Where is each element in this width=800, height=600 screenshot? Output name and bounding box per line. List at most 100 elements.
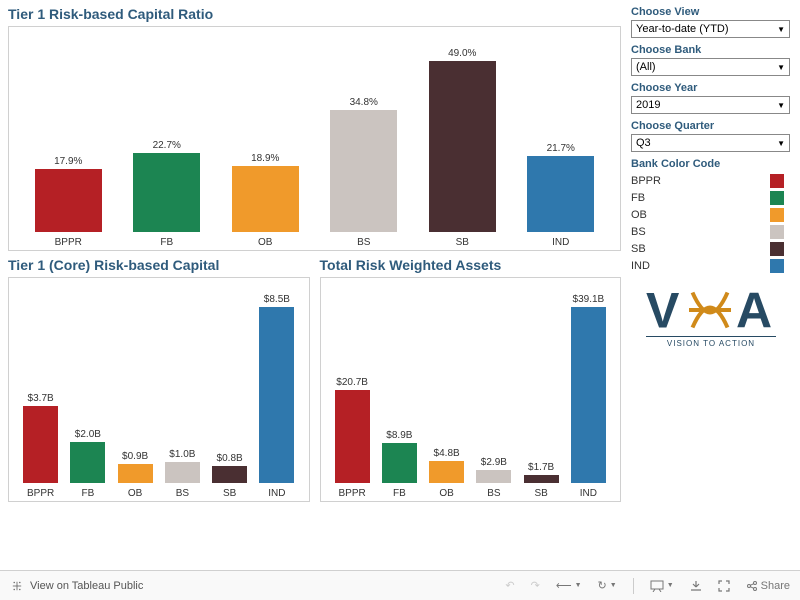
bar: [476, 470, 511, 483]
category-label: IND: [565, 488, 612, 499]
bank-select[interactable]: (All) ▼: [631, 58, 790, 76]
legend-swatch: [770, 191, 784, 205]
quarter-value: Q3: [636, 137, 651, 149]
bar: [571, 307, 606, 483]
download-icon[interactable]: [690, 580, 702, 592]
legend-label: BPPR: [631, 175, 661, 187]
separator: [633, 578, 634, 594]
bar-value-label: 34.8%: [350, 97, 378, 108]
legend-label: OB: [631, 209, 647, 221]
bar-IND: $8.5B: [253, 282, 300, 483]
chevron-down-icon: ▼: [777, 101, 785, 110]
bar-BS: $1.0B: [159, 282, 206, 483]
bar: [212, 466, 247, 483]
bar: [118, 464, 153, 483]
legend-item-BPPR: BPPR: [631, 174, 790, 188]
bar: [429, 61, 496, 233]
quarter-label: Choose Quarter: [631, 120, 790, 132]
quarter-select[interactable]: Q3 ▼: [631, 134, 790, 152]
chart1-title: Tier 1 Risk-based Capital Ratio: [8, 6, 621, 22]
chart1: 17.9%22.7%18.9%34.8%49.0%21.7% BPPRFBOBB…: [8, 26, 621, 251]
bar-value-label: $2.9B: [481, 457, 507, 468]
bar-value-label: $1.7B: [528, 462, 554, 473]
bar-value-label: 22.7%: [153, 140, 181, 151]
legend-swatch: [770, 208, 784, 222]
legend-label: BS: [631, 226, 646, 238]
bar-OB: $0.9B: [112, 282, 159, 483]
category-label: OB: [112, 488, 159, 499]
chevron-down-icon: ▼: [777, 63, 785, 72]
bar-value-label: $0.9B: [122, 451, 148, 462]
svg-text:A: A: [736, 285, 772, 339]
legend-item-OB: OB: [631, 208, 790, 222]
chart3-title: Total Risk Weighted Assets: [320, 257, 622, 273]
chart3: $20.7B$8.9B $4.8B $2.9B $1.7B $39.1B BPPRFBO…: [320, 277, 622, 502]
share-label: Share: [761, 580, 790, 592]
redo-icon[interactable]: ↷: [531, 579, 540, 592]
bar-OB: $4.8B: [423, 282, 470, 483]
bar-BS: $2.9B: [470, 282, 517, 483]
legend-item-FB: FB: [631, 191, 790, 205]
bar-value-label: 18.9%: [251, 153, 279, 164]
bar-value-label: $39.1B: [573, 294, 605, 305]
bar: [330, 110, 397, 232]
legend-title: Bank Color Code: [631, 158, 790, 170]
undo-icon[interactable]: ↶: [505, 579, 514, 592]
bar-SB: 49.0%: [413, 31, 512, 232]
fullscreen-icon[interactable]: [718, 580, 730, 592]
bar-SB: $1.7B: [518, 282, 565, 483]
category-label: BS: [315, 237, 414, 248]
category-label: SB: [413, 237, 512, 248]
bar: [527, 156, 594, 232]
refresh-icon[interactable]: ↻ ▼: [598, 579, 617, 592]
bar-value-label: 49.0%: [448, 48, 476, 59]
view-select[interactable]: Year-to-date (YTD) ▼: [631, 20, 790, 38]
bar: [35, 169, 102, 232]
category-label: FB: [376, 488, 423, 499]
footer: View on Tableau Public ↶ ↷ ⟵ ▼ ↻ ▼ ▼ Sha…: [0, 570, 800, 600]
category-label: IND: [512, 237, 611, 248]
bar-BPPR: $20.7B: [329, 282, 376, 483]
bar-IND: $39.1B: [565, 282, 612, 483]
category-label: SB: [518, 488, 565, 499]
bar-BPPR: 17.9%: [19, 31, 118, 232]
chevron-down-icon: ▼: [777, 139, 785, 148]
view-label: Choose View: [631, 6, 790, 18]
legend-swatch: [770, 242, 784, 256]
share-button[interactable]: Share: [746, 580, 790, 592]
category-label: OB: [216, 237, 315, 248]
category-label: SB: [206, 488, 253, 499]
bar: [259, 307, 294, 483]
legend-label: FB: [631, 192, 645, 204]
bar-FB: $8.9B: [376, 282, 423, 483]
legend-swatch: [770, 259, 784, 273]
bar-FB: $2.0B: [64, 282, 111, 483]
category-label: FB: [64, 488, 111, 499]
bar: [382, 443, 417, 483]
legend-swatch: [770, 174, 784, 188]
chart2: $3.7B$2.0B$0.9B$1.0B$0.8B$8.5B BPPRFBOBB…: [8, 277, 310, 502]
bar-value-label: $4.8B: [434, 448, 460, 459]
presentation-icon[interactable]: ▼: [650, 580, 674, 592]
bar: [165, 462, 200, 483]
year-select[interactable]: 2019 ▼: [631, 96, 790, 114]
bar: [23, 406, 58, 483]
category-label: IND: [253, 488, 300, 499]
category-label: BS: [470, 488, 517, 499]
category-label: FB: [118, 237, 217, 248]
bar-value-label: $8.5B: [264, 294, 290, 305]
revert-icon[interactable]: ⟵ ▼: [556, 579, 582, 592]
category-label: BPPR: [329, 488, 376, 499]
category-label: BPPR: [17, 488, 64, 499]
svg-text:V: V: [646, 285, 680, 339]
bar-BS: 34.8%: [315, 31, 414, 232]
bar-value-label: 21.7%: [547, 143, 575, 154]
view-on-tableau-link[interactable]: View on Tableau Public: [10, 579, 143, 593]
legend: BPPRFBOBBSSBIND: [631, 174, 790, 273]
year-value: 2019: [636, 99, 660, 111]
bar-IND: 21.7%: [512, 31, 611, 232]
legend-item-BS: BS: [631, 225, 790, 239]
bar-OB: 18.9%: [216, 31, 315, 232]
category-label: OB: [423, 488, 470, 499]
bar: [524, 475, 559, 483]
